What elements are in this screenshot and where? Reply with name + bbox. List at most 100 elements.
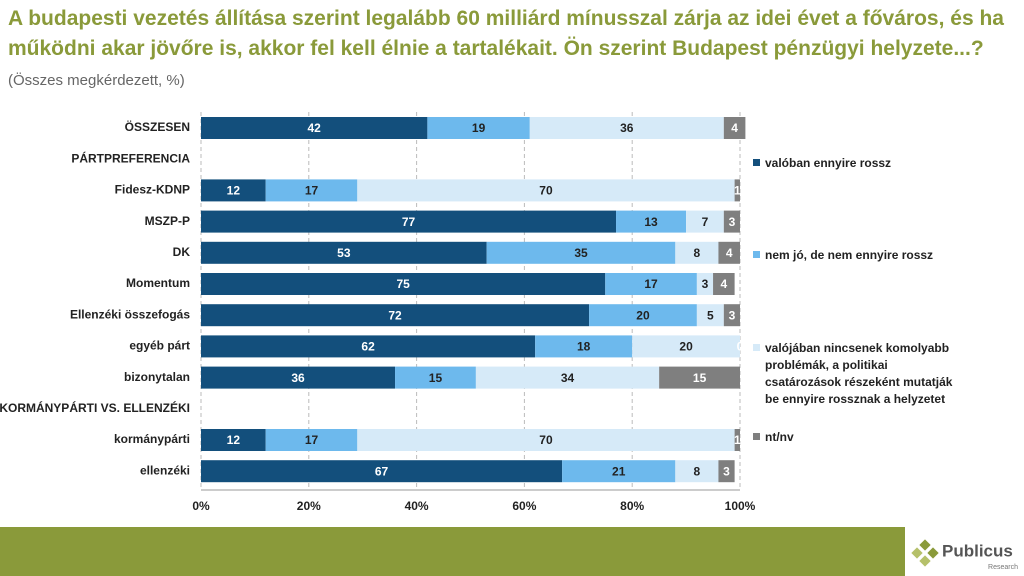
- y-tick-label: bizonytalan: [124, 370, 190, 384]
- logo-name: Publicus: [942, 541, 1013, 560]
- data-label: 17: [305, 184, 319, 198]
- bar-segment: [395, 366, 476, 389]
- data-label: 1: [734, 433, 741, 447]
- bar-segment: [723, 117, 746, 139]
- data-label: 62: [361, 340, 375, 354]
- bar-segment: [201, 210, 617, 233]
- legend-item: nem jó, de nem ennyire rossz: [753, 247, 965, 264]
- chart-title: A budapesti vezetés állítása szerint leg…: [8, 7, 1004, 60]
- bar-segment: [734, 429, 740, 451]
- y-tick-label: MSZP-P: [145, 214, 190, 228]
- data-label: 3: [723, 464, 730, 478]
- data-label: 0: [737, 340, 744, 354]
- data-label: 35: [574, 246, 588, 260]
- bar-segment: [718, 241, 740, 264]
- logo-sub: Research: [988, 564, 1018, 571]
- legend-item: nt/nv: [753, 429, 965, 446]
- data-label: 5: [707, 308, 714, 322]
- bar-segment: [734, 179, 740, 202]
- data-label: 42: [308, 121, 322, 135]
- data-label: 53: [337, 246, 351, 260]
- data-label: 70: [539, 433, 553, 447]
- chart-subtitle: (Összes megkérdezett, %): [8, 72, 185, 89]
- x-tick-label: 40%: [405, 499, 429, 513]
- data-label: 15: [429, 371, 443, 385]
- title-block: A budapesti vezetés állítása szerint leg…: [8, 4, 1018, 96]
- data-label: 67: [375, 464, 389, 478]
- legend-label: nt/nv: [765, 430, 794, 444]
- bar-segment: [427, 117, 530, 139]
- bar-segment: [562, 460, 676, 483]
- data-label: 13: [644, 215, 658, 229]
- footer-bar: [0, 527, 905, 576]
- bar-segment: [718, 460, 735, 483]
- data-label: 36: [291, 371, 305, 385]
- data-label: 20: [679, 340, 693, 354]
- y-tick-label: KORMÁNYPÁRTI VS. ELLENZÉKI: [0, 400, 190, 415]
- data-label: 4: [726, 246, 733, 260]
- bar-segment: [605, 273, 697, 295]
- data-label: 34: [561, 371, 575, 385]
- legend-label: valójában nincsenek komolyabb problémák,…: [765, 341, 953, 406]
- y-tick-label: Ellenzéki összefogás: [70, 307, 190, 321]
- bar-segment: [201, 179, 266, 202]
- data-label: 7: [702, 215, 709, 229]
- data-label: 17: [305, 433, 319, 447]
- legend-swatch: [753, 251, 760, 258]
- data-label: 1: [734, 184, 741, 198]
- bar-segment: [201, 241, 487, 264]
- x-tick-label: 60%: [512, 499, 536, 513]
- data-label: 77: [402, 215, 416, 229]
- data-label: 4: [731, 121, 738, 135]
- data-label: 3: [729, 215, 736, 229]
- bar-segment: [357, 429, 735, 451]
- data-label: 15: [693, 371, 707, 385]
- x-tick-label: 0%: [192, 499, 210, 513]
- legend-item: valóban ennyire rossz: [753, 155, 965, 172]
- bar-segment: [475, 366, 660, 389]
- bar-segment: [713, 273, 735, 295]
- y-tick-label: egyéb párt: [129, 339, 190, 353]
- legend-label: nem jó, de nem ennyire rossz: [765, 248, 934, 262]
- legend-label: valóban ennyire rossz: [765, 156, 892, 170]
- bar-segment: [201, 429, 266, 451]
- data-label: 75: [396, 277, 410, 291]
- y-tick-label: ÖSSZESEN: [125, 119, 190, 134]
- bar-segment: [616, 210, 687, 233]
- logo-icon: [911, 539, 939, 567]
- bar-segment: [589, 304, 697, 327]
- legend-swatch: [753, 433, 760, 440]
- bar-segment: [201, 460, 563, 483]
- legend-swatch: [753, 159, 760, 166]
- bar-segment: [265, 179, 358, 202]
- y-tick-label: Momentum: [126, 276, 190, 290]
- bar-segment: [201, 304, 590, 327]
- bar-segment: [696, 304, 724, 327]
- bar-segment: [632, 335, 740, 358]
- bar-segment: [675, 460, 719, 483]
- bar-segment: [201, 366, 396, 389]
- bar-segment: [659, 366, 740, 389]
- data-label: 4: [720, 277, 727, 291]
- x-tick-label: 20%: [297, 499, 321, 513]
- legend-item: valójában nincsenek komolyabb problémák,…: [753, 340, 965, 408]
- data-label: 19: [472, 121, 486, 135]
- legend-swatch: [753, 344, 760, 351]
- bar-segment: [486, 241, 676, 264]
- data-label: 3: [702, 277, 709, 291]
- data-label: 21: [612, 464, 626, 478]
- data-label: 8: [694, 246, 701, 260]
- data-label: 12: [227, 184, 241, 198]
- bar-segment: [201, 335, 536, 358]
- bar-segment: [201, 117, 428, 139]
- data-label: 70: [539, 184, 553, 198]
- y-tick-label: PÁRTPREFERENCIA: [71, 150, 190, 165]
- data-label: 3: [729, 308, 736, 322]
- y-tick-label: kormánypárti: [114, 432, 190, 446]
- bar-segment: [357, 179, 735, 202]
- x-tick-label: 100%: [725, 499, 756, 513]
- data-label: 36: [620, 121, 634, 135]
- bar-segment: [265, 429, 358, 451]
